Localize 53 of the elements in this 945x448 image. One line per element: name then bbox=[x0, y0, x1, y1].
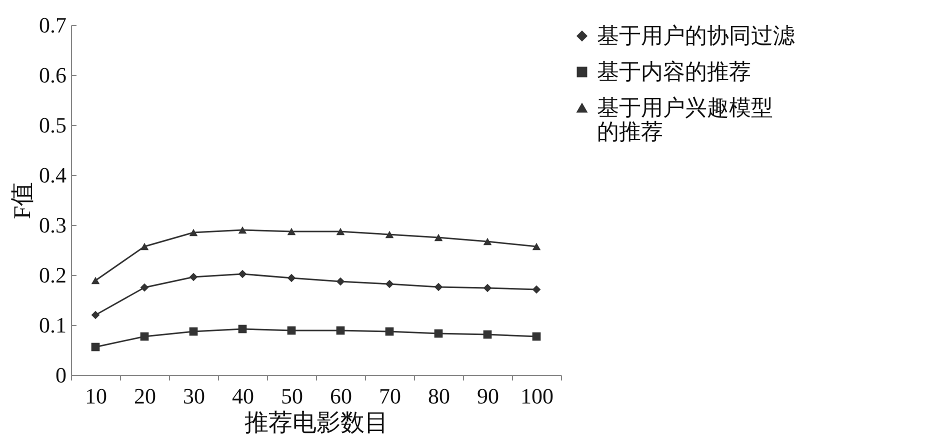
point bbox=[238, 226, 247, 234]
point bbox=[140, 283, 149, 292]
point bbox=[434, 234, 443, 242]
point bbox=[287, 326, 296, 335]
y-tick-label: 0.7 bbox=[39, 12, 66, 38]
point bbox=[91, 342, 100, 352]
x-tick-label: 100 bbox=[520, 384, 554, 408]
point bbox=[483, 330, 492, 339]
x-tick-label: 30 bbox=[183, 384, 205, 408]
x-tick-label: 10 bbox=[85, 384, 107, 408]
point bbox=[483, 238, 492, 246]
y-tick-label: 0.5 bbox=[39, 112, 66, 138]
point bbox=[287, 228, 296, 236]
point bbox=[140, 332, 149, 341]
legend-label: 基于内容的推荐 bbox=[597, 59, 751, 84]
point bbox=[189, 228, 198, 236]
point bbox=[336, 326, 345, 335]
y-tick-label: 0.4 bbox=[39, 162, 66, 188]
point bbox=[140, 242, 149, 250]
point bbox=[189, 327, 198, 336]
point bbox=[385, 280, 394, 288]
legend-label: 基于用户兴趣模型的推荐 bbox=[597, 95, 773, 144]
point bbox=[91, 310, 100, 320]
point bbox=[483, 284, 492, 292]
y-axis-title: F值 bbox=[10, 182, 36, 220]
point bbox=[238, 324, 247, 334]
x-tick-label: 70 bbox=[379, 384, 401, 408]
point bbox=[385, 327, 394, 336]
point bbox=[532, 332, 541, 341]
point bbox=[434, 329, 443, 338]
x-tick-label: 20 bbox=[134, 384, 156, 408]
point bbox=[532, 285, 541, 294]
x-tick-label: 40 bbox=[232, 384, 254, 408]
legend-label: 基于用户的协同过滤 bbox=[597, 23, 795, 48]
point bbox=[238, 270, 247, 278]
x-tick-label: 50 bbox=[281, 384, 303, 408]
point bbox=[336, 277, 345, 286]
x-tick-label: 80 bbox=[428, 384, 450, 408]
y-tick-label: 0.3 bbox=[39, 212, 66, 238]
x-tick-label: 90 bbox=[477, 384, 499, 408]
x-tick-label: 60 bbox=[330, 384, 352, 408]
y-tick-label: 0 bbox=[56, 362, 66, 388]
x-axis-title: 推荐电影数目 bbox=[244, 410, 388, 436]
point bbox=[385, 230, 394, 238]
point bbox=[287, 274, 296, 282]
y-tick-label: 0.6 bbox=[39, 62, 66, 88]
point bbox=[189, 272, 198, 282]
y-tick-label: 0.1 bbox=[39, 312, 66, 338]
point bbox=[532, 242, 541, 250]
point bbox=[336, 228, 345, 236]
y-tick-label: 0.2 bbox=[39, 262, 66, 288]
point bbox=[434, 282, 443, 292]
point bbox=[91, 276, 100, 284]
